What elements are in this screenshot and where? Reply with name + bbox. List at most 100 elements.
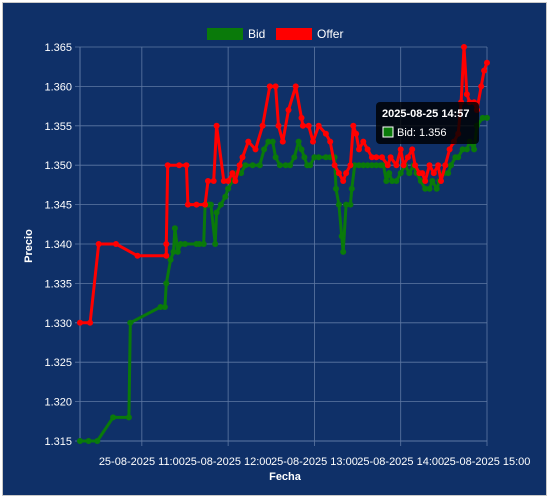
legend[interactable]: Bid Offer bbox=[207, 27, 343, 41]
data-point-offer bbox=[298, 114, 305, 121]
y-tick-label: 1.330 bbox=[44, 318, 72, 330]
y-tick-label: 1.365 bbox=[44, 42, 72, 54]
data-point-bid bbox=[182, 241, 188, 247]
data-point-offer bbox=[220, 178, 227, 184]
data-point-offer bbox=[442, 162, 449, 169]
data-point-bid bbox=[269, 138, 276, 145]
data-point-bid bbox=[163, 280, 170, 287]
y-tick-label: 1.360 bbox=[44, 81, 72, 93]
series-layer bbox=[77, 44, 490, 444]
data-point-bid bbox=[85, 438, 92, 444]
data-point-bid bbox=[238, 170, 245, 177]
data-point-offer bbox=[430, 170, 437, 177]
data-point-offer bbox=[229, 170, 236, 177]
data-point-bid bbox=[242, 162, 249, 169]
data-point-bid bbox=[333, 185, 339, 192]
data-point-bid bbox=[177, 241, 184, 247]
data-point-bid bbox=[471, 146, 478, 153]
data-point-offer bbox=[426, 162, 433, 169]
data-point-bid bbox=[261, 146, 268, 153]
data-point-bid bbox=[125, 414, 132, 421]
data-point-bid bbox=[351, 162, 358, 169]
legend-label-offer[interactable]: Offer bbox=[317, 27, 343, 41]
y-tick-label: 1.355 bbox=[44, 121, 72, 133]
data-point-bid bbox=[276, 162, 283, 169]
data-point-bid bbox=[406, 170, 413, 177]
data-point-offer bbox=[176, 162, 183, 169]
data-point-bid bbox=[393, 178, 400, 184]
data-point-offer bbox=[315, 122, 322, 129]
data-point-offer bbox=[279, 138, 286, 145]
data-point-bid bbox=[368, 162, 375, 169]
data-point-bid bbox=[171, 225, 178, 232]
data-point-offer bbox=[163, 241, 170, 247]
y-tick-label: 1.325 bbox=[44, 357, 72, 369]
data-point-bid bbox=[343, 201, 350, 208]
data-point-offer bbox=[393, 162, 400, 169]
data-point-offer bbox=[225, 178, 232, 184]
data-point-offer bbox=[327, 138, 334, 145]
data-point-offer bbox=[259, 122, 266, 129]
data-point-offer bbox=[438, 178, 444, 184]
data-point-offer bbox=[239, 154, 246, 161]
x-tick-label: 25-08-2025 13:00 bbox=[271, 456, 358, 468]
data-point-bid bbox=[360, 162, 367, 169]
data-point-bid bbox=[249, 162, 256, 169]
data-point-offer bbox=[183, 162, 190, 169]
data-point-bid bbox=[272, 154, 279, 161]
data-point-bid bbox=[127, 319, 134, 326]
data-point-bid bbox=[479, 114, 486, 121]
data-point-bid bbox=[291, 154, 298, 161]
y-tick-label: 1.340 bbox=[44, 239, 72, 251]
data-point-bid bbox=[433, 185, 440, 192]
data-point-offer bbox=[335, 170, 342, 177]
data-point-offer bbox=[404, 154, 411, 161]
data-point-offer bbox=[347, 162, 354, 169]
data-point-bid bbox=[429, 178, 436, 184]
data-point-offer bbox=[202, 201, 209, 208]
data-point-offer bbox=[245, 138, 252, 145]
data-point-bid bbox=[373, 162, 380, 169]
data-point-bid bbox=[225, 185, 232, 192]
data-point-offer bbox=[310, 138, 316, 145]
data-point-bid bbox=[348, 185, 355, 192]
data-point-bid bbox=[200, 241, 207, 247]
data-point-offer bbox=[481, 67, 488, 74]
data-point-offer bbox=[193, 201, 200, 208]
x-tick-label: 25-08-2025 11:00 bbox=[99, 456, 185, 468]
data-point-offer bbox=[461, 44, 467, 50]
data-point-bid bbox=[315, 154, 322, 161]
data-point-offer bbox=[213, 122, 220, 129]
data-point-offer bbox=[340, 178, 347, 184]
x-tick-label: 25-08-2025 15:00 bbox=[444, 456, 531, 468]
data-point-offer bbox=[400, 162, 407, 169]
data-point-bid bbox=[77, 438, 83, 444]
data-point-bid bbox=[94, 438, 101, 444]
legend-label-bid[interactable]: Bid bbox=[248, 27, 265, 41]
data-point-offer bbox=[305, 122, 312, 129]
data-point-offer bbox=[299, 122, 306, 129]
data-point-bid bbox=[356, 162, 362, 169]
price-line-chart[interactable]: Bid Offer 1.315 1.320 1.325 1.330 1.335 1.340… bbox=[3, 3, 548, 497]
data-point-bid bbox=[212, 241, 219, 247]
data-point-bid bbox=[196, 241, 203, 247]
data-point-offer bbox=[446, 146, 453, 153]
data-point-bid bbox=[386, 170, 393, 177]
data-point-bid bbox=[222, 193, 229, 200]
data-point-bid bbox=[217, 201, 224, 208]
data-point-offer bbox=[478, 83, 485, 90]
series-line-offer bbox=[80, 45, 489, 325]
data-point-bid bbox=[397, 170, 404, 177]
data-point-bid bbox=[463, 146, 470, 153]
data-point-offer bbox=[236, 162, 243, 169]
data-point-bid bbox=[445, 170, 452, 177]
data-point-offer bbox=[95, 241, 102, 247]
data-point-offer bbox=[364, 146, 371, 153]
x-tick-label: 25-08-2025 14:00 bbox=[357, 456, 444, 468]
legend-swatch-bid[interactable] bbox=[207, 28, 243, 40]
legend-swatch-offer[interactable] bbox=[276, 28, 312, 40]
data-point-bid bbox=[417, 178, 424, 184]
data-point-offer bbox=[134, 252, 141, 259]
data-point-offer bbox=[252, 146, 259, 153]
data-point-offer bbox=[285, 107, 292, 113]
